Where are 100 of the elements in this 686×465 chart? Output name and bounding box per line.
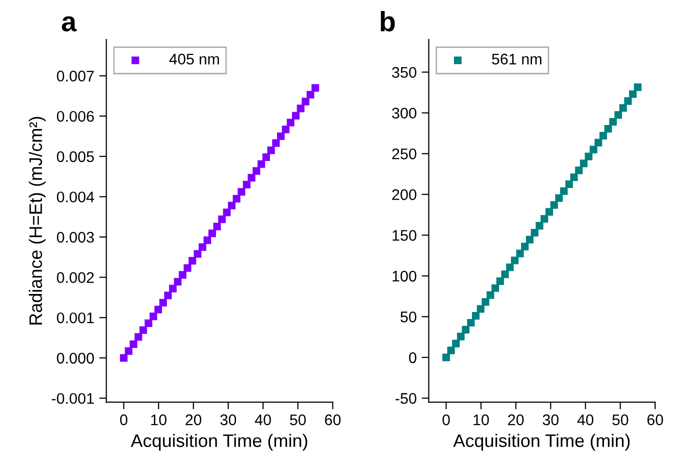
x-tick-label: 10: [151, 414, 166, 426]
point: [575, 166, 583, 174]
point: [555, 194, 563, 202]
point: [178, 271, 186, 279]
x-axis-title: Acquisition Time (min): [130, 434, 308, 451]
point: [530, 228, 538, 236]
point: [570, 173, 578, 182]
point: [198, 243, 206, 251]
y-axis-title: Radiance (H=Et) (mJ/cm²): [28, 116, 46, 324]
point: [545, 208, 554, 216]
point: [472, 312, 480, 320]
point: [204, 236, 212, 244]
y-tick-label: 100: [392, 270, 416, 282]
point: [232, 194, 240, 203]
y-tick-label: 150: [392, 230, 416, 241]
point: [624, 97, 632, 105]
point: [619, 104, 627, 112]
point: [242, 180, 250, 188]
point: [238, 188, 246, 196]
y-tick-label: 50: [400, 312, 416, 322]
point: [516, 250, 524, 258]
point: [614, 111, 622, 119]
y-tick-label: 250: [392, 148, 416, 160]
x-tick-label: 30: [220, 414, 236, 426]
y-tick-label: -50: [396, 393, 416, 404]
point: [590, 146, 598, 154]
point: [491, 284, 500, 292]
point: [306, 90, 314, 99]
point: [139, 326, 148, 334]
y-tick-label: 0: [409, 352, 416, 364]
point: [134, 333, 142, 341]
x-tick-label: 0: [120, 414, 128, 426]
point: [609, 118, 617, 126]
point: [282, 126, 290, 134]
y-tick-label: 0.000: [56, 352, 94, 364]
point: [272, 139, 280, 147]
x-tick-label: 50: [612, 414, 628, 426]
x-tick-label: 60: [647, 414, 664, 426]
point: [467, 318, 475, 327]
point: [629, 90, 637, 98]
point: [208, 230, 216, 238]
point: [540, 215, 548, 223]
x-tick-label: 60: [324, 414, 341, 426]
point: [213, 222, 221, 230]
chart-title: a: [62, 16, 77, 32]
point: [150, 312, 158, 320]
point: [144, 319, 152, 328]
x-tick-label: 40: [254, 414, 271, 426]
legend-label: 561 nm: [492, 54, 542, 64]
point: [154, 306, 162, 314]
point: [258, 160, 266, 168]
x-tick-label: 50: [290, 414, 306, 426]
y-tick-label: -0.001: [52, 393, 94, 404]
point: [311, 84, 320, 92]
point: [510, 256, 519, 264]
y-tick-label: 0.003: [56, 232, 94, 243]
point: [496, 277, 504, 285]
chart-title: b: [380, 11, 395, 32]
point: [174, 278, 182, 286]
y-tick-label: 0.007: [56, 70, 94, 82]
point: [486, 291, 494, 299]
point: [456, 332, 465, 340]
point: [521, 242, 529, 250]
point: [634, 83, 642, 92]
point: [124, 347, 132, 355]
point: [482, 298, 490, 306]
point: [292, 112, 300, 120]
point: [447, 346, 455, 354]
point: [452, 340, 460, 348]
y-tick-label: 0.006: [56, 110, 94, 122]
y-tick-label: 200: [392, 189, 416, 200]
point: [130, 340, 138, 348]
x-tick-label: 30: [542, 414, 559, 426]
x-tick-label: 40: [577, 414, 594, 426]
point: [188, 256, 196, 265]
x-tick-label: 20: [186, 414, 202, 426]
point: [159, 298, 167, 306]
x-tick-label: 20: [508, 414, 524, 426]
point: [560, 187, 568, 195]
point: [120, 354, 128, 362]
point: [594, 138, 602, 146]
point: [584, 152, 592, 160]
y-tick-label: 300: [392, 108, 416, 119]
point: [252, 167, 260, 175]
y-tick-label: 0.001: [56, 312, 94, 324]
point: [476, 305, 484, 313]
point: [599, 132, 608, 140]
point: [501, 270, 509, 278]
point: [262, 153, 270, 162]
point: [194, 250, 202, 258]
point: [296, 104, 304, 112]
point: [248, 174, 256, 182]
x-tick-label: 10: [474, 414, 489, 426]
x-axis-title: Acquisition Time (min): [453, 434, 630, 451]
point: [550, 201, 558, 209]
point: [228, 202, 236, 210]
point: [277, 132, 285, 140]
point: [536, 222, 544, 230]
point: [565, 180, 573, 188]
point: [218, 215, 226, 224]
